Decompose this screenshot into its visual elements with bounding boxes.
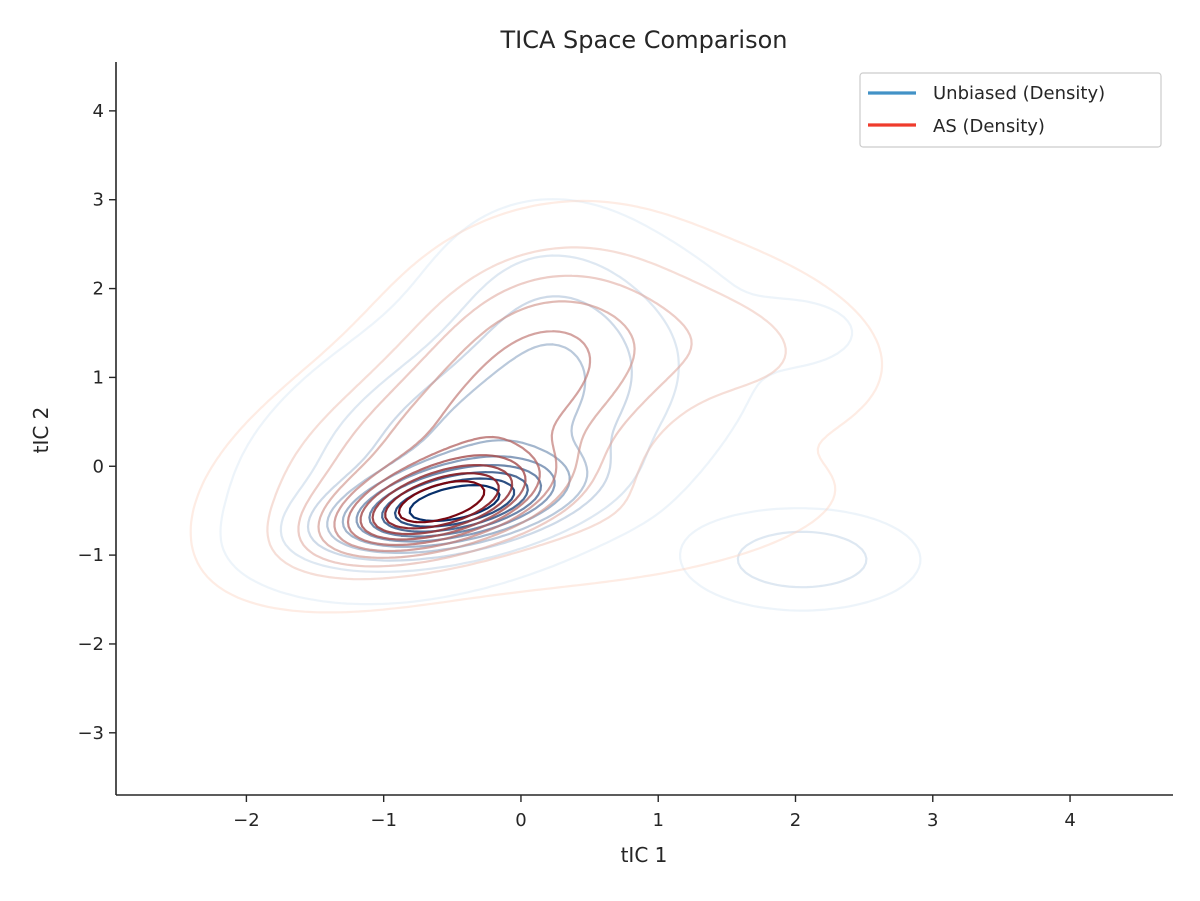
- contour-level: [317, 300, 636, 559]
- legend-label-as: AS (Density): [933, 116, 1045, 137]
- chart-title: TICA Space Comparison: [499, 26, 787, 54]
- x-tick-label: 3: [927, 810, 938, 831]
- plot-area: [189, 198, 922, 614]
- y-tick-label: −1: [77, 545, 104, 566]
- contour-level: [266, 246, 787, 581]
- legend: Unbiased (Density) AS (Density): [859, 72, 1162, 148]
- y-tick-label: 4: [93, 101, 104, 122]
- contour-level: [297, 274, 693, 568]
- y-tick-label: 2: [93, 279, 104, 300]
- y-tick-label: −3: [77, 723, 104, 744]
- legend-box: [859, 72, 1162, 148]
- y-tick-label: 1: [93, 367, 104, 388]
- contour-level: [219, 198, 922, 612]
- contour-level: [346, 435, 541, 547]
- x-axis-label: tIC 1: [621, 843, 668, 867]
- contour-level: [333, 330, 592, 553]
- contour-level: [359, 454, 527, 541]
- contour-level: [371, 464, 514, 536]
- x-tick-label: 1: [653, 810, 664, 831]
- contour-level: [408, 484, 501, 522]
- x-tick-label: 4: [1064, 810, 1075, 831]
- unbiased-density-contours: [219, 198, 922, 612]
- x-axis-ticks: −2 −1 0 1 2 3 4: [233, 795, 1076, 831]
- x-tick-label: −1: [370, 810, 397, 831]
- y-tick-label: 3: [93, 190, 104, 211]
- x-tick-label: −2: [233, 810, 260, 831]
- y-axis-label: tIC 2: [29, 407, 53, 454]
- legend-label-unbiased: Unbiased (Density): [933, 83, 1105, 104]
- y-axis-ticks: −3 −2 −1 0 1 2 3 4: [77, 101, 116, 744]
- y-tick-label: −2: [77, 634, 104, 655]
- contour-level: [189, 199, 884, 614]
- contour-level: [397, 480, 486, 524]
- y-tick-label: 0: [93, 456, 104, 477]
- contour-level: [384, 472, 500, 530]
- x-tick-label: 2: [790, 810, 801, 831]
- x-tick-label: 0: [515, 810, 526, 831]
- as-density-contours: [189, 199, 884, 614]
